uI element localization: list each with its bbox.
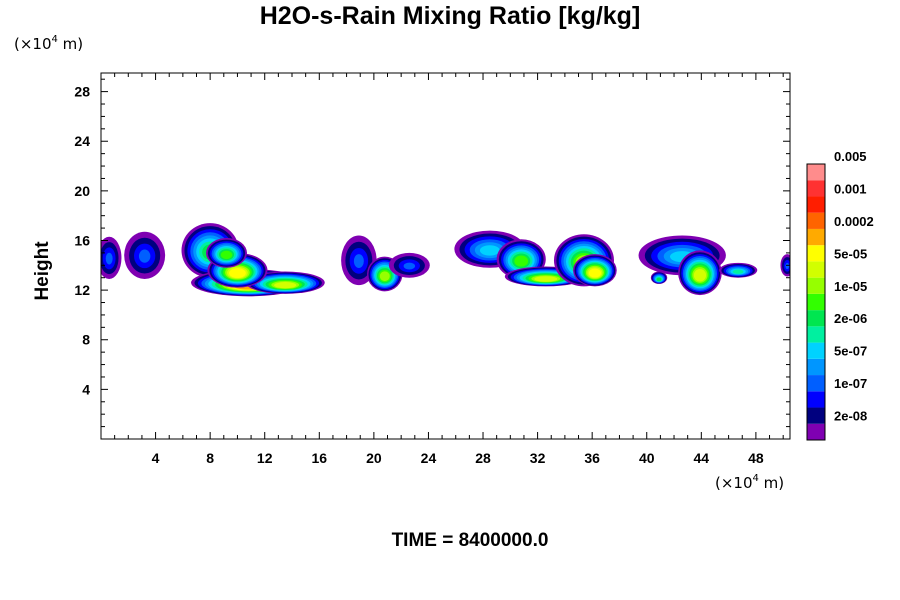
colorbar-swatch — [807, 277, 825, 294]
x-tick-label: 4 — [152, 450, 160, 466]
rain-cell — [388, 252, 430, 278]
rain-cell — [101, 236, 122, 279]
colorbar-swatch — [807, 245, 825, 262]
colorbar-swatch — [807, 326, 825, 343]
x-tick-label: 20 — [366, 450, 382, 466]
colorbar-swatch — [807, 261, 825, 278]
rain-cell — [719, 262, 758, 278]
colorbar-label: 2e-06 — [834, 311, 867, 326]
contour-band — [403, 262, 416, 270]
contour-band — [274, 282, 297, 289]
time-label: TIME = 8400000.0 — [391, 530, 549, 551]
contour-band — [229, 268, 246, 278]
colorbar-label: 0.001 — [834, 181, 867, 196]
chart-title: H2O-s-Rain Mixing Ratio [kg/kg] — [259, 2, 641, 30]
y-tick-label: 16 — [74, 232, 90, 248]
x-tick-label: 32 — [530, 450, 546, 466]
x-tick-label: 28 — [475, 450, 491, 466]
y-tick-label: 28 — [74, 84, 90, 100]
x-tick-label: 48 — [748, 450, 764, 466]
contour-band — [785, 262, 790, 270]
x-tick-label: 36 — [584, 450, 600, 466]
plot-frame — [100, 72, 791, 440]
contour-band — [732, 269, 744, 274]
contour-band — [379, 271, 390, 282]
contour-band — [534, 276, 558, 282]
rain-cell — [678, 250, 722, 296]
y-tick-label: 24 — [74, 133, 90, 149]
contour-band — [514, 255, 529, 267]
colorbar-swatch — [807, 228, 825, 246]
colorbar-swatch — [807, 342, 825, 359]
y-tick-label: 12 — [74, 282, 90, 298]
x-tick-label: 44 — [694, 450, 710, 466]
x-tick-label: 8 — [206, 450, 214, 466]
x-tick-label: 24 — [421, 450, 437, 466]
contour-band — [479, 245, 500, 256]
contour-band — [105, 252, 113, 265]
y-tick-label: 8 — [82, 332, 90, 348]
x-tick-label: 12 — [257, 450, 273, 466]
colorbar-label: 0.0002 — [834, 214, 874, 229]
colorbar-label: 5e-05 — [834, 246, 867, 261]
colorbar-label: 5e-07 — [834, 344, 867, 359]
colorbar-label: 0.005 — [834, 149, 867, 164]
colorbar-label: 1e-05 — [834, 279, 867, 294]
contour-band — [588, 268, 602, 278]
colorbar-swatch — [807, 358, 825, 376]
colorbar-swatch — [807, 196, 825, 213]
rain-cell — [573, 254, 617, 287]
contour-band — [656, 277, 662, 282]
colorbar-swatch — [807, 407, 825, 424]
y-tick-label: 20 — [74, 183, 90, 199]
x-tick-label: 40 — [639, 450, 655, 466]
contour-band — [220, 250, 233, 260]
colorbar-swatch — [807, 423, 825, 440]
rain-cell — [245, 271, 325, 294]
x-tick-label: 16 — [312, 450, 328, 466]
y-tick-label: 4 — [82, 381, 90, 397]
colorbar-swatch — [807, 212, 825, 229]
contour-band — [138, 249, 151, 263]
colorbar-swatch — [807, 310, 825, 327]
colorbar-label: 1e-07 — [834, 376, 867, 391]
colorbar-swatch — [807, 391, 825, 408]
contour-band — [353, 254, 364, 269]
rain-cell — [496, 239, 546, 279]
rain-cell — [206, 238, 247, 268]
rain-cell — [124, 231, 166, 279]
colorbar-swatch — [807, 180, 825, 197]
x-axis-unit: (×104 m) — [715, 473, 785, 492]
colorbar-swatch — [807, 375, 825, 392]
rain-cell — [650, 271, 668, 284]
colorbar: 2e-08 1e-07 5e-07 2e-06 1e-05 5e-05 0.0002 0.00… — [806, 149, 874, 441]
contour-field — [101, 223, 790, 297]
colorbar-label: 2e-08 — [834, 409, 867, 424]
contour-band — [693, 268, 707, 282]
colorbar-swatch — [807, 164, 825, 181]
colorbar-swatch — [807, 293, 825, 311]
y-axis-unit: (×104 m) — [14, 34, 84, 53]
colorbar-frame — [806, 163, 826, 441]
